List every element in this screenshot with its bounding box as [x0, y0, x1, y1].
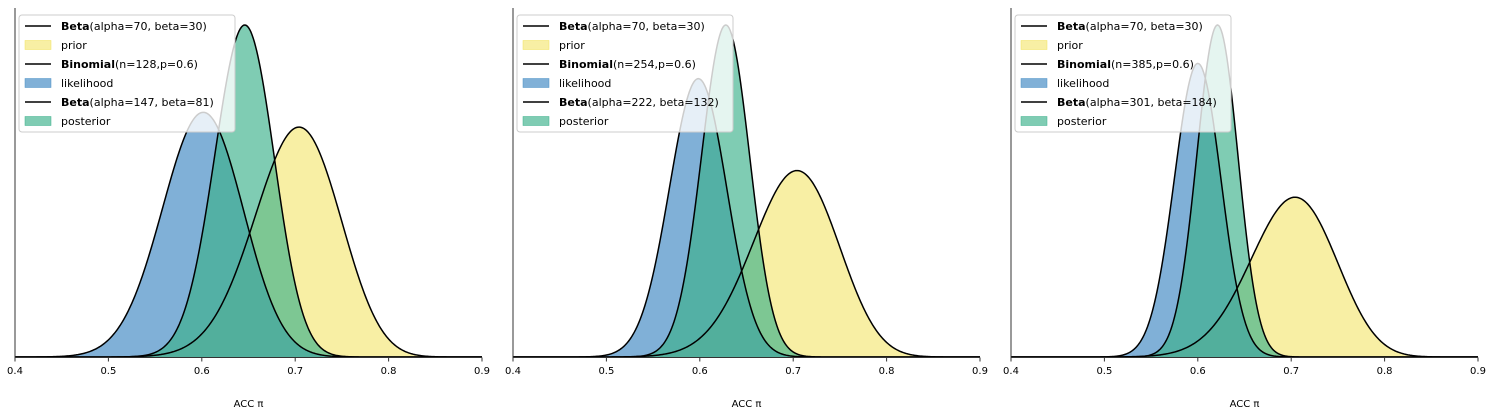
legend-posterior-swatch [1020, 116, 1048, 126]
legend-prior-swatch [1020, 40, 1048, 50]
legend-prior-label: prior [559, 39, 585, 52]
legend-posterior-swatch [522, 116, 550, 126]
x-axis-label: ACC π [732, 399, 762, 410]
legend-posterior-label: posterior [559, 115, 609, 128]
x-axis-label: ACC π [1230, 399, 1260, 410]
legend-posterior-label: posterior [61, 115, 111, 128]
legend-prior-dist-label: Beta(alpha=70, beta=30) [61, 20, 207, 33]
x-tick-label: 0.8 [381, 366, 397, 377]
posterior-area [1011, 25, 1478, 357]
posterior-area [513, 25, 980, 357]
x-axis-label: ACC π [234, 399, 264, 410]
x-tick-label: 0.7 [785, 366, 801, 377]
x-tick-label: 0.4 [505, 366, 521, 377]
x-tick-label: 0.4 [7, 366, 23, 377]
posterior-area [15, 25, 482, 357]
legend-prior-dist-label: Beta(alpha=70, beta=30) [1057, 20, 1203, 33]
legend-likelihood-label: likelihood [559, 77, 611, 90]
legend-prior-swatch [24, 40, 52, 50]
x-tick-label: 0.5 [1096, 366, 1112, 377]
panel-3: 0.4 0.5 0.6 0.7 0.8 0.9 ACC π Beta(alpha=70, be… [1003, 8, 1486, 410]
x-tick-label: 0.7 [287, 366, 303, 377]
x-tick-label: 0.9 [474, 366, 490, 377]
legend-likelihood-swatch [1020, 78, 1048, 88]
legend-likelihood-dist-label: Binomial(n=128,p=0.6) [61, 58, 198, 71]
legend-likelihood-label: likelihood [61, 77, 113, 90]
legend-likelihood-label: likelihood [1057, 77, 1109, 90]
legend-prior-label: prior [61, 39, 87, 52]
legend-likelihood-dist-label: Binomial(n=385,p=0.6) [1057, 58, 1194, 71]
x-tick-label: 0.6 [1190, 366, 1206, 377]
x-tick-label: 0.9 [972, 366, 988, 377]
panel-1: 0.4 0.5 0.6 0.7 0.8 0.9 ACC π Beta(alpha=70, be… [7, 8, 490, 410]
x-tick-label: 0.9 [1470, 366, 1486, 377]
x-tick-label: 0.6 [692, 366, 708, 377]
x-tick-label: 0.5 [100, 366, 116, 377]
x-tick-label: 0.5 [598, 366, 614, 377]
legend-likelihood-swatch [24, 78, 52, 88]
legend-prior-dist-label: Beta(alpha=70, beta=30) [559, 20, 705, 33]
legend-likelihood-swatch [522, 78, 550, 88]
x-tick-label: 0.6 [194, 366, 210, 377]
legend-prior-swatch [522, 40, 550, 50]
legend-box [516, 14, 734, 133]
legend-likelihood-dist-label: Binomial(n=254,p=0.6) [559, 58, 696, 71]
legend-prior-label: prior [1057, 39, 1083, 52]
x-tick-label: 0.4 [1003, 366, 1019, 377]
panel-2: 0.4 0.5 0.6 0.7 0.8 0.9 ACC π Beta(alpha=70, be… [505, 8, 988, 410]
legend-posterior-dist-label: Beta(alpha=147, beta=81) [61, 96, 214, 109]
legend-posterior-label: posterior [1057, 115, 1107, 128]
legend-posterior-swatch [24, 116, 52, 126]
legend-box [1014, 14, 1232, 133]
x-tick-label: 0.8 [1377, 366, 1393, 377]
x-tick-label: 0.8 [879, 366, 895, 377]
legend-posterior-dist-label: Beta(alpha=301, beta=184) [1057, 96, 1217, 109]
legend-posterior-dist-label: Beta(alpha=222, beta=132) [559, 96, 719, 109]
x-tick-label: 0.7 [1283, 366, 1299, 377]
legend-box [18, 14, 236, 133]
